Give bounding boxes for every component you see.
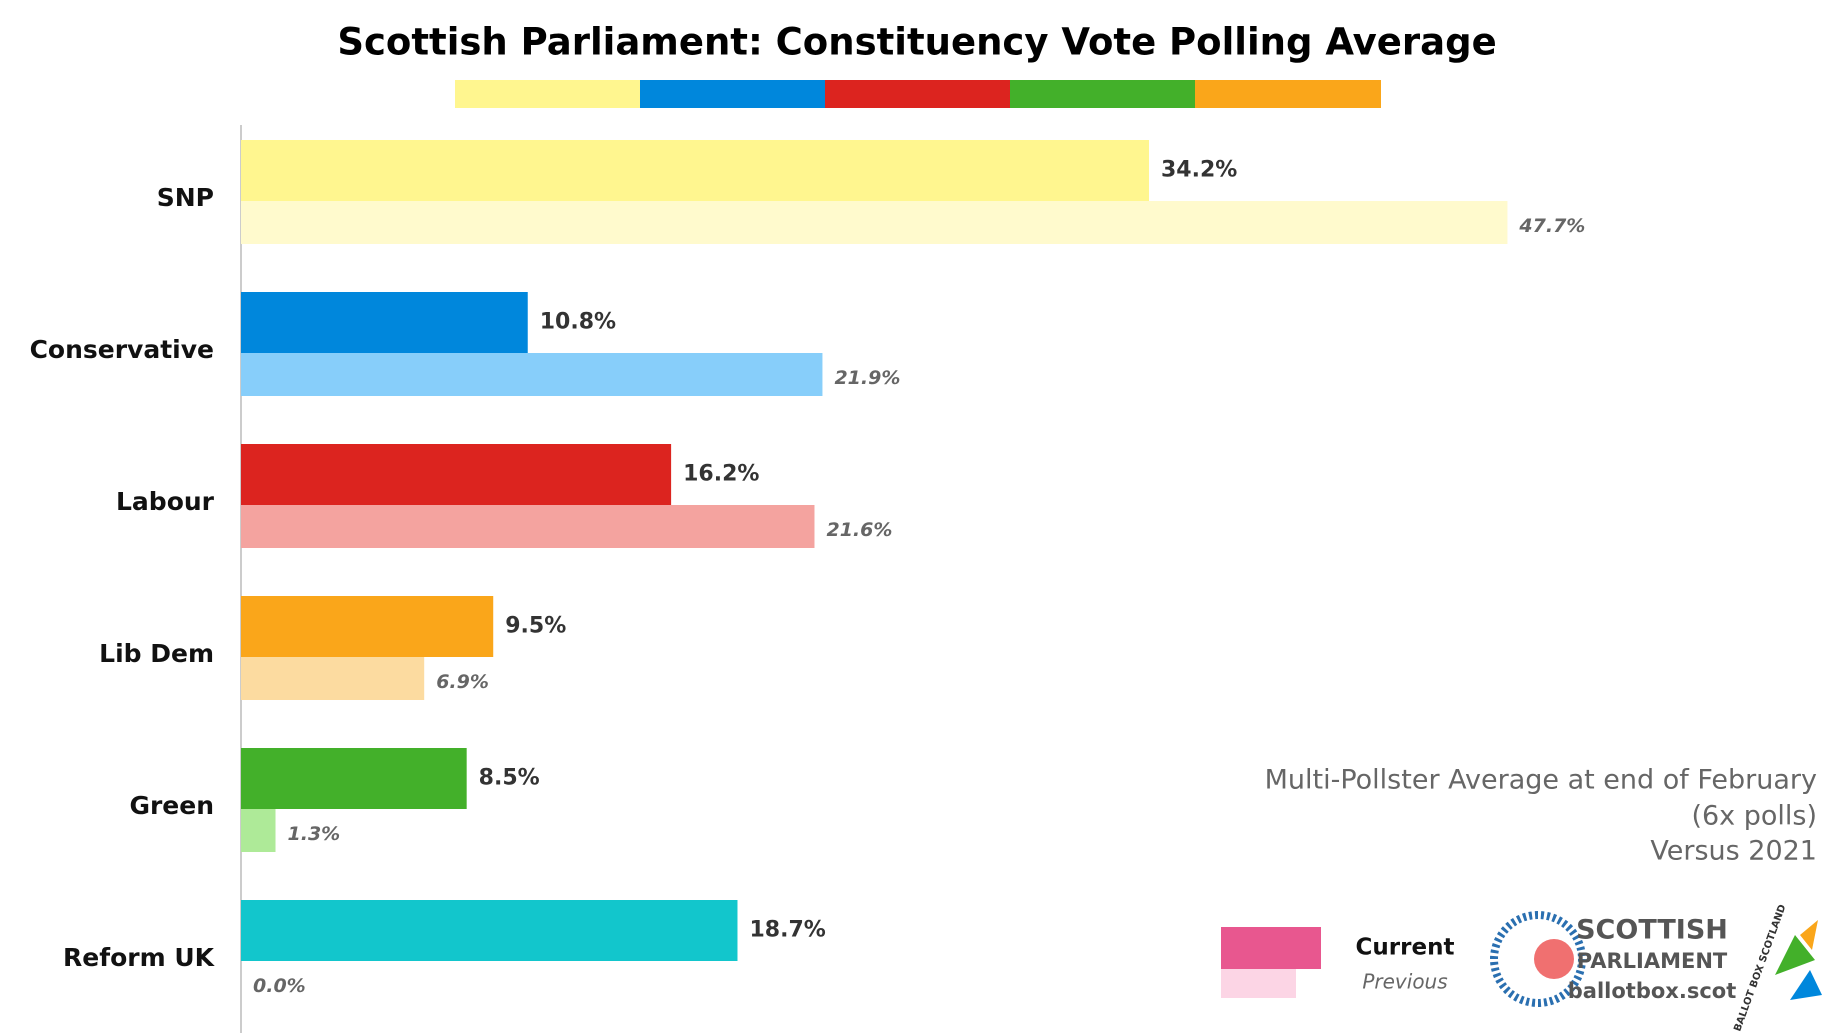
bar xyxy=(241,353,823,396)
bar xyxy=(241,657,425,700)
strip-segment xyxy=(640,80,825,108)
chart-title: Scottish Parliament: Constituency Vote P… xyxy=(337,21,1496,64)
annotation: Versus 2021 xyxy=(1650,836,1817,867)
logo-dot xyxy=(1534,939,1574,979)
badge-shape xyxy=(1790,970,1822,1000)
category-label: SNP xyxy=(157,183,214,212)
category-label: Reform UK xyxy=(63,943,216,972)
bar xyxy=(241,596,494,657)
legend-label: Previous xyxy=(1362,970,1447,994)
strip-segment xyxy=(825,80,1010,108)
badge-shape xyxy=(1775,935,1815,975)
value-label: 10.8% xyxy=(540,310,616,335)
value-label: 18.7% xyxy=(749,918,825,943)
value-label: 16.2% xyxy=(683,462,759,487)
logo-ring xyxy=(1490,911,1586,1007)
strip-segment xyxy=(455,80,640,108)
bar xyxy=(241,748,467,809)
bar xyxy=(241,505,815,548)
strip-segment xyxy=(1010,80,1195,108)
annotation: Multi-Pollster Average at end of Februar… xyxy=(1265,765,1817,796)
legend-label: Current xyxy=(1356,935,1455,961)
value-label: 1.3% xyxy=(288,823,341,845)
bar xyxy=(241,140,1150,201)
annotation: (6x polls) xyxy=(1691,801,1817,832)
logo-text: ballotbox.scot xyxy=(1568,979,1736,1003)
badge-shape xyxy=(1800,920,1818,950)
strip-segment xyxy=(1195,80,1381,108)
category-label: Lib Dem xyxy=(99,639,214,668)
legend-swatch xyxy=(1221,927,1321,969)
bar xyxy=(241,900,738,961)
value-label: 9.5% xyxy=(505,614,566,639)
bar xyxy=(241,444,672,505)
bar xyxy=(241,809,276,852)
value-label: 21.6% xyxy=(826,519,892,541)
value-label: 0.0% xyxy=(253,975,306,997)
bar xyxy=(241,201,1508,244)
logo-text: PARLIAMENT xyxy=(1577,949,1728,973)
value-label: 21.9% xyxy=(834,367,900,389)
value-label: 6.9% xyxy=(436,671,489,693)
color-strip xyxy=(455,80,1381,108)
category-label: Labour xyxy=(116,487,215,516)
category-label: Green xyxy=(129,791,214,820)
bar xyxy=(241,292,528,353)
value-label: 34.2% xyxy=(1161,158,1237,183)
category-label: Conservative xyxy=(30,335,214,364)
value-label: 47.7% xyxy=(1518,215,1585,237)
legend-swatch xyxy=(1221,969,1296,998)
value-label: 8.5% xyxy=(479,766,540,791)
logo-text: SCOTTISH xyxy=(1576,915,1728,946)
